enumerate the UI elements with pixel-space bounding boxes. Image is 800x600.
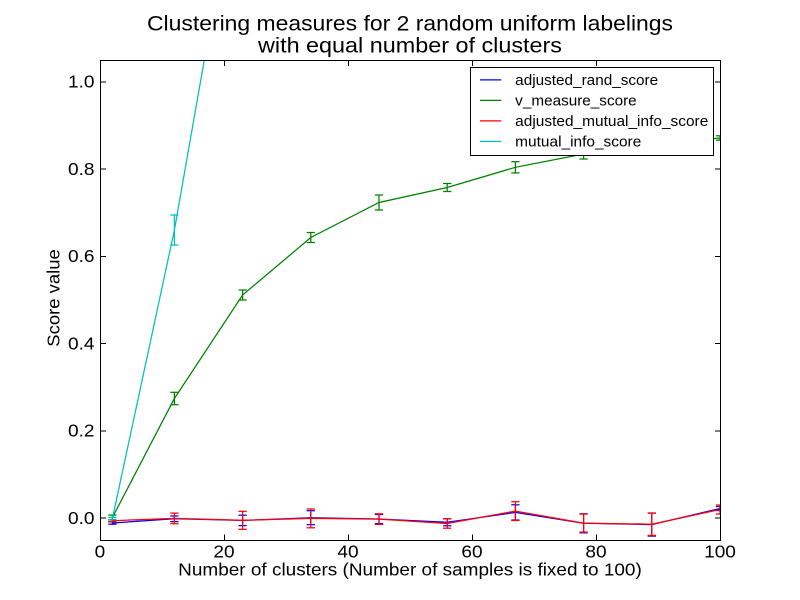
svg-text:v_measure_score: v_measure_score [515,94,637,110]
svg-text:20: 20 [213,542,234,562]
svg-text:mutual_info_score: mutual_info_score [515,135,641,151]
svg-text:0: 0 [95,542,106,562]
svg-text:80: 80 [585,542,606,562]
svg-text:0.6: 0.6 [68,246,95,266]
svg-text:1.0: 1.0 [68,72,95,92]
svg-text:adjusted_rand_score: adjusted_rand_score [515,73,658,89]
svg-text:adjusted_mutual_info_score: adjusted_mutual_info_score [515,114,708,130]
svg-text:40: 40 [337,542,358,562]
svg-text:0.0: 0.0 [68,508,95,528]
svg-text:60: 60 [461,542,482,562]
svg-text:0.8: 0.8 [68,159,95,179]
svg-text:Clustering measures for 2 rand: Clustering measures for 2 random uniform… [147,13,673,36]
svg-text:100: 100 [704,542,736,562]
svg-text:with equal number of clusters: with equal number of clusters [257,35,562,58]
svg-text:0.2: 0.2 [68,421,95,441]
svg-text:Score value: Score value [44,249,64,347]
svg-text:0.4: 0.4 [68,333,95,353]
svg-text:Number of clusters (Number of: Number of clusters (Number of samples is… [178,560,642,580]
